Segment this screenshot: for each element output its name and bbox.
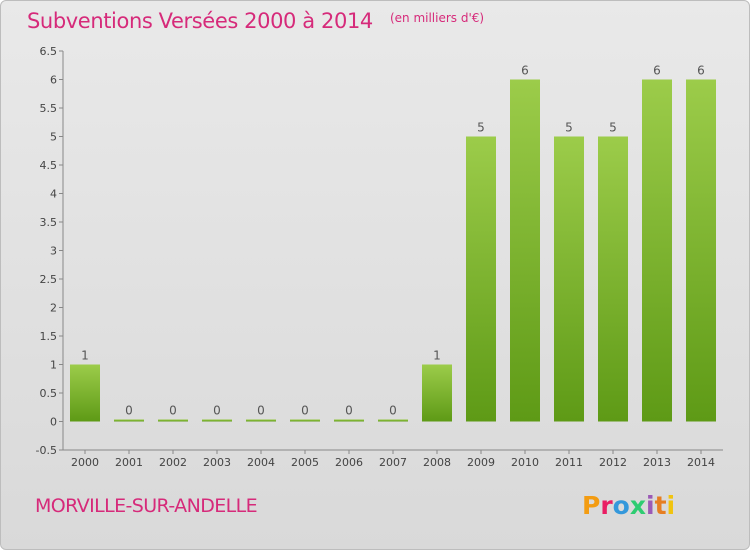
chart-title: Subventions Versées 2000 à 2014 — [27, 9, 373, 33]
value-label-2009: 5 — [477, 121, 485, 135]
bar-2004 — [246, 419, 276, 422]
bars — [70, 79, 716, 422]
value-label-2013: 6 — [653, 64, 661, 78]
x-tick-label-2001: 2001 — [115, 456, 143, 469]
value-label-2012: 5 — [609, 121, 617, 135]
logo-letter: x — [629, 491, 646, 520]
bar-2003 — [202, 419, 232, 422]
bar-2013 — [642, 79, 672, 422]
value-label-2001: 0 — [125, 404, 133, 418]
y-tick-label: 2.5 — [40, 273, 58, 286]
x-tick-label-2002: 2002 — [159, 456, 187, 469]
x-tick-label-2004: 2004 — [247, 456, 275, 469]
value-label-2003: 0 — [213, 404, 221, 418]
y-tick-label: -0.5 — [36, 444, 57, 457]
x-tick-label-2000: 2000 — [71, 456, 99, 469]
y-tick-label: 0.5 — [40, 387, 58, 400]
proxiti-logo: Proxiti — [582, 491, 675, 520]
value-label-2008: 1 — [433, 349, 441, 363]
y-tick-label: 3 — [50, 245, 57, 258]
commune-name: MORVILLE-SUR-ANDELLE — [35, 495, 258, 517]
value-label-2000: 1 — [81, 349, 89, 363]
bar-2011 — [554, 136, 584, 422]
x-tick-label-2007: 2007 — [379, 456, 407, 469]
bar-2014 — [686, 79, 716, 422]
x-tick-label-2006: 2006 — [335, 456, 363, 469]
x-tick-label-2011: 2011 — [555, 456, 583, 469]
logo-letter: t — [654, 491, 667, 520]
y-tick-label: 5.5 — [40, 102, 58, 115]
chart-subtitle: (en milliers d'€) — [389, 11, 485, 25]
bar-2012 — [598, 136, 628, 422]
y-tick-label: 4 — [50, 188, 57, 201]
y-tick-label: 6.5 — [40, 45, 58, 58]
bar-2006 — [334, 419, 364, 422]
y-tick-label: 0 — [50, 416, 57, 429]
axes: -0.5 0 0.5 1 1.5 2 2.5 3 3.5 4 4.5 5 5.5 6 6.5 — [36, 45, 723, 457]
y-tick-label: 1 — [50, 359, 57, 372]
x-tick-label-2008: 2008 — [423, 456, 451, 469]
value-label-2005: 0 — [301, 404, 309, 418]
labels: 2000 1 2001 0 2002 0 2003 0 2004 0 2005 0 2006 0 2007 0… — [71, 64, 715, 470]
y-tick-label: 4.5 — [40, 159, 58, 172]
y-tick-label: 2 — [50, 302, 57, 315]
value-label-2002: 0 — [169, 404, 177, 418]
value-label-2004: 0 — [257, 404, 265, 418]
value-label-2010: 6 — [521, 64, 529, 78]
bar-2005 — [290, 419, 320, 422]
y-tick-label: 3.5 — [40, 216, 58, 229]
bar-2009 — [466, 136, 496, 422]
value-label-2014: 6 — [697, 64, 705, 78]
y-tick-label: 6 — [50, 74, 57, 87]
bar-2001 — [114, 419, 144, 422]
bar-2010 — [510, 79, 540, 422]
value-label-2011: 5 — [565, 121, 573, 135]
x-tick-label-2013: 2013 — [643, 456, 671, 469]
bar-2008 — [422, 364, 452, 422]
y-tick-label: 1.5 — [40, 330, 58, 343]
x-tick-label-2009: 2009 — [467, 456, 495, 469]
x-tick-label-2003: 2003 — [203, 456, 231, 469]
bar-2002 — [158, 419, 188, 422]
x-tick-label-2012: 2012 — [599, 456, 627, 469]
title-row: Subventions Versées 2000 à 2014 (en mill… — [27, 9, 484, 33]
x-tick-label-2010: 2010 — [511, 456, 539, 469]
logo-letter: P — [582, 491, 601, 520]
value-label-2007: 0 — [389, 404, 397, 418]
y-tick-label: 5 — [50, 131, 57, 144]
logo-letter: i — [666, 491, 676, 520]
logo-letter: i — [646, 491, 655, 520]
logo-letter: o — [612, 491, 630, 520]
logo-letter: r — [600, 491, 613, 520]
x-tick-label-2005: 2005 — [291, 456, 319, 469]
x-tick-label-2014: 2014 — [687, 456, 715, 469]
bar-2007 — [378, 419, 408, 422]
bar-2000 — [70, 364, 100, 422]
value-label-2006: 0 — [345, 404, 353, 418]
